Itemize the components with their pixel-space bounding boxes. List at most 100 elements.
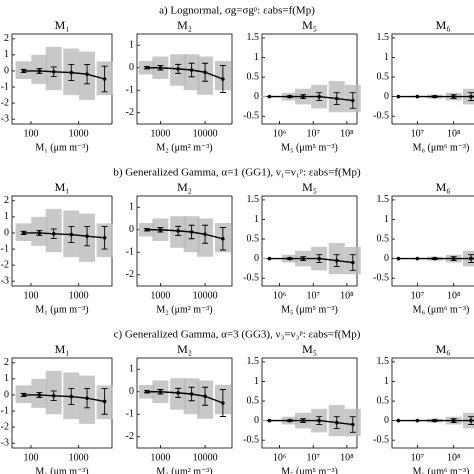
- mean-point: [21, 231, 26, 235]
- y-tick-label: -0.5: [373, 434, 389, 445]
- y-tick-label: 0.5: [377, 71, 390, 82]
- mean-point: [203, 232, 207, 237]
- y-tick-label: -2: [1, 421, 9, 432]
- y-tick-label: 2: [4, 357, 9, 368]
- x-tick-label: 100: [23, 128, 38, 139]
- x-axis-label: M₂ (μm² m⁻³): [156, 304, 212, 315]
- y-tick-label: -1: [126, 409, 134, 420]
- plot-frame: [391, 357, 474, 449]
- x-tick-label: 1000: [69, 452, 89, 463]
- y-tick-label: 1: [129, 202, 134, 213]
- x-tick-label: 10000: [193, 290, 218, 301]
- y-tick-label: 1.5: [377, 32, 390, 43]
- mean-point: [350, 260, 355, 265]
- y-tick-label: -0.5: [243, 434, 259, 445]
- mean-point: [350, 422, 355, 427]
- y-tick-label: 0: [4, 227, 9, 238]
- y-tick-label: 1.5: [247, 32, 260, 43]
- x-axis-label: M₂ (μm² m⁻³): [156, 142, 212, 153]
- y-tick-label: 0: [4, 65, 9, 76]
- x-axis-label: M₁ (μm m⁻³): [35, 142, 88, 153]
- y-tick-label: 1.5: [377, 194, 390, 205]
- mean-point: [85, 396, 89, 400]
- y-tick-label: -0.5: [243, 110, 259, 121]
- y-tick-label: 0: [384, 253, 389, 264]
- y-tick-label: 1: [384, 52, 389, 63]
- y-tick-label: -2: [126, 107, 134, 118]
- y-tick-label: 0: [254, 415, 259, 426]
- mean-point: [51, 69, 56, 74]
- x-tick-label: 10000: [193, 128, 218, 139]
- mean-line: [23, 232, 105, 239]
- y-tick-label: 0: [129, 386, 134, 397]
- x-axis-label: M₁ (μm m⁻³): [35, 466, 88, 474]
- mean-point: [350, 98, 355, 103]
- y-tick-label: 0: [129, 224, 134, 235]
- mean-point: [85, 72, 89, 76]
- y-tick-label: 0: [254, 91, 259, 102]
- mean-point: [267, 418, 272, 423]
- mean-point: [415, 418, 420, 423]
- mean-point: [189, 68, 194, 72]
- x-axis-label: M₅ (μm⁵ m⁻³): [281, 304, 338, 315]
- y-tick-label: -3: [1, 113, 9, 124]
- y-tick-label: -1: [1, 81, 9, 92]
- y-tick-label: -2: [126, 431, 134, 442]
- mean-point: [37, 393, 42, 397]
- y-tick-label: 1.5: [247, 194, 260, 205]
- mean-point: [287, 256, 292, 261]
- mean-line: [23, 394, 105, 403]
- y-tick-label: -0.5: [243, 272, 259, 283]
- mean-line: [269, 95, 353, 102]
- mean-point: [203, 394, 207, 399]
- x-tick-label: 10⁸: [447, 452, 461, 463]
- y-tick-label: -3: [1, 437, 9, 448]
- mean-point: [158, 389, 163, 394]
- mean-point: [301, 418, 305, 423]
- panel-title: M₂: [177, 180, 192, 194]
- mean-point: [334, 258, 339, 263]
- x-axis-label: M₁ (μm m⁻³): [35, 304, 88, 315]
- mean-point: [85, 234, 89, 238]
- mean-point: [176, 229, 180, 233]
- x-tick-label: 1000: [150, 128, 170, 139]
- mean-point: [158, 65, 163, 70]
- y-tick-label: 0: [4, 389, 9, 400]
- row-title: c) Generalized Gamma, α=3 (GG3), ν₃=ν₃ᵖ:…: [114, 329, 361, 341]
- x-tick-label: 10⁷: [306, 128, 320, 139]
- y-tick-label: 1: [129, 40, 134, 51]
- x-tick-label: 100: [23, 452, 38, 463]
- x-tick-label: 10⁶: [273, 452, 287, 463]
- mean-point: [334, 96, 339, 101]
- y-tick-label: -2: [1, 97, 9, 108]
- mean-point: [102, 77, 107, 81]
- mean-point: [469, 256, 473, 261]
- mean-point: [451, 94, 456, 99]
- panel-title: M₂: [177, 342, 192, 356]
- y-tick-label: 0: [384, 91, 389, 102]
- panel-title: M₅: [302, 342, 317, 356]
- x-axis-label: M₆ (μm⁶ m⁻³): [413, 142, 470, 153]
- x-tick-label: 10⁷: [411, 290, 425, 301]
- mean-point: [221, 77, 225, 81]
- mean-point: [176, 391, 180, 395]
- mean-line: [146, 391, 224, 404]
- x-tick-label: 10⁸: [340, 128, 354, 139]
- y-tick-label: 0.5: [247, 233, 260, 244]
- y-tick-label: -0.5: [373, 272, 389, 283]
- mean-point: [37, 69, 42, 73]
- panel-title: M₆: [436, 180, 451, 194]
- x-axis-label: M₆ (μm⁶ m⁻³): [413, 466, 470, 474]
- mean-point: [432, 256, 437, 261]
- x-tick-label: 10⁷: [306, 290, 320, 301]
- panel-title: M₁: [55, 342, 70, 356]
- y-tick-label: 0: [384, 415, 389, 426]
- mean-point: [267, 94, 272, 99]
- y-tick-label: 0.5: [377, 395, 390, 406]
- mean-line: [23, 70, 105, 80]
- x-tick-label: 10⁶: [273, 128, 287, 139]
- y-tick-label: -1: [1, 405, 9, 416]
- mean-point: [69, 394, 74, 399]
- x-tick-label: 10⁷: [411, 452, 425, 463]
- y-tick-label: 1: [384, 376, 389, 387]
